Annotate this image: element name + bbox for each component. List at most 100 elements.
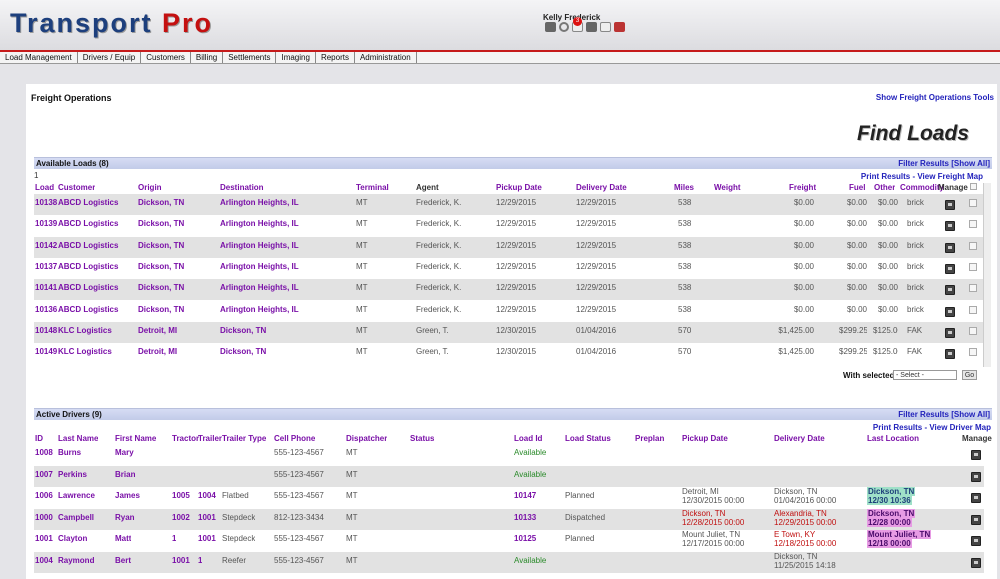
drivers-col-9[interactable]: Load Id: [514, 434, 543, 443]
loads-cell-3[interactable]: Arlington Heights, IL: [220, 219, 299, 229]
loads-cell-2[interactable]: Detroit, MI: [138, 325, 178, 335]
loads-cell-2[interactable]: Dickson, TN: [138, 283, 185, 293]
driver-last[interactable]: Burns: [58, 448, 82, 457]
drivers-filter-link[interactable]: Filter Results: [898, 410, 949, 419]
drivers-col-3[interactable]: Tractor: [172, 434, 200, 443]
driver-id[interactable]: 1004: [35, 556, 53, 565]
driver-last[interactable]: Raymond: [58, 556, 95, 565]
drivers-col-8[interactable]: Status: [410, 434, 435, 443]
loads-cell-3[interactable]: Arlington Heights, IL: [220, 304, 299, 314]
loads-cell-0[interactable]: 10139: [35, 219, 57, 229]
menu-item-7[interactable]: Administration: [355, 52, 417, 63]
show-tools-link[interactable]: Show Freight Operations Tools: [875, 93, 994, 102]
drivers-col-7[interactable]: Dispatcher: [346, 434, 388, 443]
driver-load[interactable]: 10147: [514, 491, 537, 501]
key-icon[interactable]: [545, 22, 556, 32]
driver-trailer[interactable]: 1001: [198, 512, 216, 522]
loads-col-1[interactable]: Customer: [58, 183, 96, 192]
manage-load-icon[interactable]: [945, 327, 955, 338]
manage-load-icon[interactable]: [945, 349, 955, 360]
load-select-checkbox[interactable]: [969, 326, 977, 335]
logout-icon[interactable]: [614, 22, 625, 32]
loads-cell-1[interactable]: ABCD Logistics: [58, 283, 119, 293]
loads-cell-2[interactable]: Dickson, TN: [138, 240, 185, 250]
go-button[interactable]: Go: [962, 370, 977, 380]
drivers-col-0[interactable]: ID: [35, 434, 43, 443]
loads-cell-3[interactable]: Arlington Heights, IL: [220, 240, 299, 250]
loads-col-4[interactable]: Terminal: [356, 183, 389, 192]
loads-cell-3[interactable]: Dickson, TN: [220, 347, 267, 357]
loads-cell-1[interactable]: KLC Logistics: [58, 347, 112, 357]
loads-col-9[interactable]: Weight: [714, 183, 741, 192]
loads-page-number[interactable]: 1: [34, 171, 39, 180]
last-location[interactable]: Dickson, TN: [867, 487, 916, 497]
drivers-col-10[interactable]: Load Status: [565, 434, 611, 443]
loads-cell-0[interactable]: 10138: [35, 198, 57, 207]
driver-tractor[interactable]: 1002: [172, 512, 190, 522]
driver-load[interactable]: 10133: [514, 512, 537, 522]
driver-last[interactable]: Lawrence: [58, 491, 95, 501]
driver-tractor[interactable]: 1: [172, 534, 177, 544]
loads-cell-0[interactable]: 10141: [35, 283, 57, 293]
driver-trailer[interactable]: 1001: [198, 534, 216, 544]
driver-id[interactable]: 1007: [35, 469, 53, 479]
load-select-checkbox[interactable]: [969, 241, 977, 250]
loads-show-all-link[interactable]: [Show All]: [951, 159, 990, 168]
menu-item-4[interactable]: Settlements: [223, 52, 277, 63]
loads-cell-3[interactable]: Dickson, TN: [220, 325, 267, 335]
driver-first[interactable]: Matt: [115, 534, 132, 544]
driver-trailer[interactable]: 1: [198, 556, 203, 565]
load-select-checkbox[interactable]: [969, 305, 977, 314]
drivers-col-6[interactable]: Cell Phone: [274, 434, 316, 443]
loads-col-5[interactable]: Agent: [416, 183, 439, 192]
loads-col-3[interactable]: Destination: [220, 183, 264, 192]
printer-icon[interactable]: [600, 22, 611, 32]
drivers-col-13[interactable]: Delivery Date: [774, 434, 825, 443]
driver-id[interactable]: 1000: [35, 512, 53, 522]
loads-scrollbar[interactable]: [983, 183, 991, 367]
manage-load-icon[interactable]: [945, 242, 955, 253]
driver-last[interactable]: Perkins: [58, 469, 87, 479]
load-select-checkbox[interactable]: [969, 284, 977, 293]
menu-item-5[interactable]: Imaging: [276, 52, 316, 63]
loads-cell-2[interactable]: Dickson, TN: [138, 219, 185, 229]
loads-cell-1[interactable]: ABCD Logistics: [58, 240, 119, 250]
manage-driver-icon[interactable]: [971, 493, 981, 504]
driver-id[interactable]: 1001: [35, 534, 53, 544]
driver-load[interactable]: 10125: [514, 534, 537, 544]
loads-cell-2[interactable]: Detroit, MI: [138, 347, 178, 357]
manage-driver-icon[interactable]: [971, 514, 981, 525]
manage-driver-icon[interactable]: [971, 471, 981, 482]
driver-id[interactable]: 1008: [35, 448, 53, 457]
manage-driver-icon[interactable]: [971, 536, 981, 547]
driver-map-link[interactable]: View Driver Map: [929, 423, 991, 432]
menu-item-6[interactable]: Reports: [316, 52, 355, 63]
manage-load-icon[interactable]: [945, 263, 955, 274]
loads-cell-1[interactable]: ABCD Logistics: [58, 261, 119, 271]
loads-col-10[interactable]: Freight: [789, 183, 817, 192]
manage-driver-icon[interactable]: [971, 450, 981, 460]
loads-col-7[interactable]: Delivery Date: [576, 183, 627, 192]
loads-cell-0[interactable]: 10142: [35, 240, 57, 250]
loads-filter-link[interactable]: Filter Results: [898, 159, 949, 168]
driver-first[interactable]: Ryan: [115, 512, 135, 522]
drivers-col-14[interactable]: Last Location: [867, 434, 920, 443]
loads-cell-1[interactable]: ABCD Logistics: [58, 219, 119, 229]
drivers-col-11[interactable]: Preplan: [635, 434, 665, 443]
loads-col-11[interactable]: Fuel: [849, 183, 866, 192]
manage-load-icon[interactable]: [945, 306, 955, 317]
menu-item-1[interactable]: Drivers / Equip: [78, 52, 142, 63]
load-select-checkbox[interactable]: [969, 348, 977, 357]
drivers-col-2[interactable]: First Name: [115, 434, 157, 443]
loads-cell-0[interactable]: 10148: [35, 325, 57, 335]
menu-item-0[interactable]: Load Management: [0, 52, 78, 63]
drivers-col-4[interactable]: Trailer: [198, 434, 223, 443]
drivers-col-12[interactable]: Pickup Date: [682, 434, 728, 443]
drivers-col-5[interactable]: Trailer Type: [222, 434, 267, 443]
driver-trailer[interactable]: 1004: [198, 491, 216, 501]
driver-last[interactable]: Campbell: [58, 512, 95, 522]
loads-cell-3[interactable]: Arlington Heights, IL: [220, 261, 299, 271]
loads-cell-1[interactable]: ABCD Logistics: [58, 304, 119, 314]
loads-col-12[interactable]: Other: [874, 183, 896, 192]
loads-col-2[interactable]: Origin: [138, 183, 162, 192]
